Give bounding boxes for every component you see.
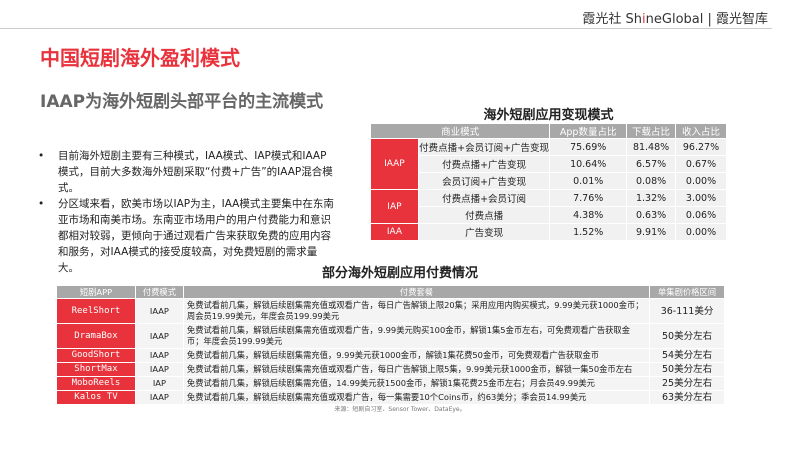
table-row: 会员订阅+广告变现 0.01% 0.08% 0.00% [371,172,727,190]
table-cell: 1.32% [626,189,677,207]
app-name-cell: DramaBox [56,323,136,349]
plan-cell: 免费试看前几集，解锁后续剧集需充值或观看广告，每日广告解锁上限20集；采用应用内… [182,298,651,324]
payment-table: 短剧APP 付费模式 付费套餐 单集剧价格区间 ReelShort IAAP 免费试看前几… [56,285,725,405]
table-row: ReelShort IAAP 免费试看前几集，解锁后续剧集需充值或观看广告，每日广告… [56,298,725,324]
column-header: 付费套餐 [182,285,651,299]
table-row: IAP 付费点播+会员订阅 7.76% 1.32% 3.00% [370,189,727,224]
page-title: 中国短剧海外盈利模式 [40,46,240,70]
table-cell: 0.67% [675,155,727,173]
app-name-cell: ShortMax [56,362,136,377]
payment-mode-cell: IAAP [134,323,184,349]
table-cell: 10.64% [549,155,628,173]
payment-mode-cell: IAAP [134,390,184,405]
column-header: App数量占比 [549,123,628,139]
price-cell: 50美分左右 [649,323,725,349]
table-cell: 0.08% [626,172,677,190]
payment-mode-cell: IAAP [134,362,184,377]
table-cell: 81.48% [626,138,677,156]
table-cell: 广告变现 [417,223,551,241]
table2-title: 部分海外短剧应用付费情况 [321,266,478,281]
app-name-cell: ReelShort [56,298,136,324]
page-subtitle: IAAP为海外短剧头部平台的主流模式 [40,92,324,112]
table-cell: 9.91% [626,223,677,241]
bullet-item: 分区域来看，欧美市场以IAP为主，IAA模式主要集中在东南亚市场和南美市场。东南… [36,196,336,276]
column-header: 单集剧价格区间 [649,285,725,299]
table-cell: 付费点播+广告变现 [417,155,551,173]
price-cell: 36-111美分 [649,298,725,324]
table1-title: 海外短剧应用变现模式 [483,108,614,123]
table-cell: 0.00% [675,223,727,241]
table-cell: 0.00% [675,172,727,190]
app-name-cell: Kalos TV [56,390,136,405]
table-cell: 0.01% [549,172,628,190]
plan-cell: 免费试看前几集，解锁后续剧集需充值，9.99美元获1000金币，解锁1集花费50… [182,348,651,363]
price-cell: 63美分左右 [649,390,725,405]
table-row: GoodShort IAAP 免费试看前几集，解锁后续剧集需充值，9.99美元获10… [56,348,725,363]
plan-cell: 免费试看前几集，解锁后续剧集需充值或观看广告，每一集需要10个Coins币，约6… [182,390,651,405]
table-cell: 0.63% [626,206,677,224]
bullet-item: 目前海外短剧主要有三种模式，IAA模式、IAP模式和IAAP模式，目前大多数海外… [36,148,336,196]
price-cell: 25美分左右 [649,376,725,391]
price-cell: 54美分左右 [649,348,725,363]
table-cell: 1.52% [549,223,628,241]
plan-cell: 免费试看前几集，解锁后续剧集需充值，14.99美元获1500金币，解锁1集花费2… [182,376,651,391]
app-name-cell: MoboReels [56,376,136,391]
table-cell: 3.00% [675,189,727,207]
payment-mode-cell: IAP [134,376,184,391]
table-row: IAAP 付费点播+会员订阅+广告变现 75.69% 81.48% 96.27% [370,138,727,190]
bullet-list: 目前海外短剧主要有三种模式，IAA模式、IAP模式和IAAP模式，目前大多数海外… [36,148,336,276]
table-cell: 75.69% [549,138,628,156]
table-cell: 0.06% [675,206,727,224]
table-row: MoboReels IAP 免费试看前几集，解锁后续剧集需充值，14.99美元获15… [56,376,725,391]
model-group-cell: IAP [370,189,419,224]
plan-cell: 免费试看前几集，解锁后续剧集需充值或观看广告，9.99美元购买100金币，解锁1… [182,323,651,349]
plan-cell: 免费试看前几集，解锁后续剧集需充值或观看广告，每日广告解锁上限5集，9.99美元… [182,362,651,377]
table-cell: 96.27% [675,138,727,156]
brand-text: 霞光社 Sh [582,12,643,27]
model-group-cell: IAA [370,223,419,241]
monetization-table: 商业模式 App数量占比 下载占比 收入占比 IAAP 付费点播+会员订阅+广告变现 75… [369,123,727,241]
model-group-cell: IAAP [370,138,419,190]
table-row: IAA 广告变现 1.52% 9.91% 0.00% [370,223,727,241]
payment-mode-cell: IAAP [134,298,184,324]
table-row: 付费点播+广告变现 10.64% 6.57% 0.67% [371,155,727,173]
table-row: 付费点播 4.38% 0.63% 0.06% [371,206,727,224]
brand-text: neGlobal | 霞光智库 [645,12,768,27]
table-header: 短剧APP 付费模式 付费套餐 单集剧价格区间 [56,285,725,299]
app-name-cell: GoodShort [56,348,136,363]
column-header: 商业模式 [369,123,551,139]
payment-mode-cell: IAAP [134,348,184,363]
column-header: 收入占比 [675,123,727,139]
column-header: 下载占比 [626,123,677,139]
table-cell: 6.57% [626,155,677,173]
table-cell: 付费点播+会员订阅+广告变现 [417,138,551,156]
table-cell: 4.38% [549,206,628,224]
table-row: Kalos TV IAAP 免费试看前几集，解锁后续剧集需充值或观看广告，每一集需要… [56,390,725,405]
header-divider [0,28,772,29]
brand-text-accent: i [642,12,646,27]
table-cell: 会员订阅+广告变现 [417,172,551,190]
column-header: 付费模式 [134,285,184,299]
table-header: 商业模式 App数量占比 下载占比 收入占比 [369,123,727,139]
table-row: ShortMax IAAP 免费试看前几集，解锁后续剧集需充值或观看广告，每日广告解… [56,362,725,377]
table-cell: 7.76% [549,189,628,207]
table-row: DramaBox IAAP 免费试看前几集，解锁后续剧集需充值或观看广告，9.99美… [56,323,725,349]
table-cell: 付费点播+会员订阅 [417,189,551,207]
brand-logo: 霞光社 ShineGlobal | 霞光智库 [582,8,768,27]
table-cell: 付费点播 [417,206,551,224]
source-note: 来源：短剧自习室、Sensor Tower、DataEye。 [334,406,466,413]
column-header: 短剧APP [56,285,136,299]
price-cell: 50美分左右 [649,362,725,377]
